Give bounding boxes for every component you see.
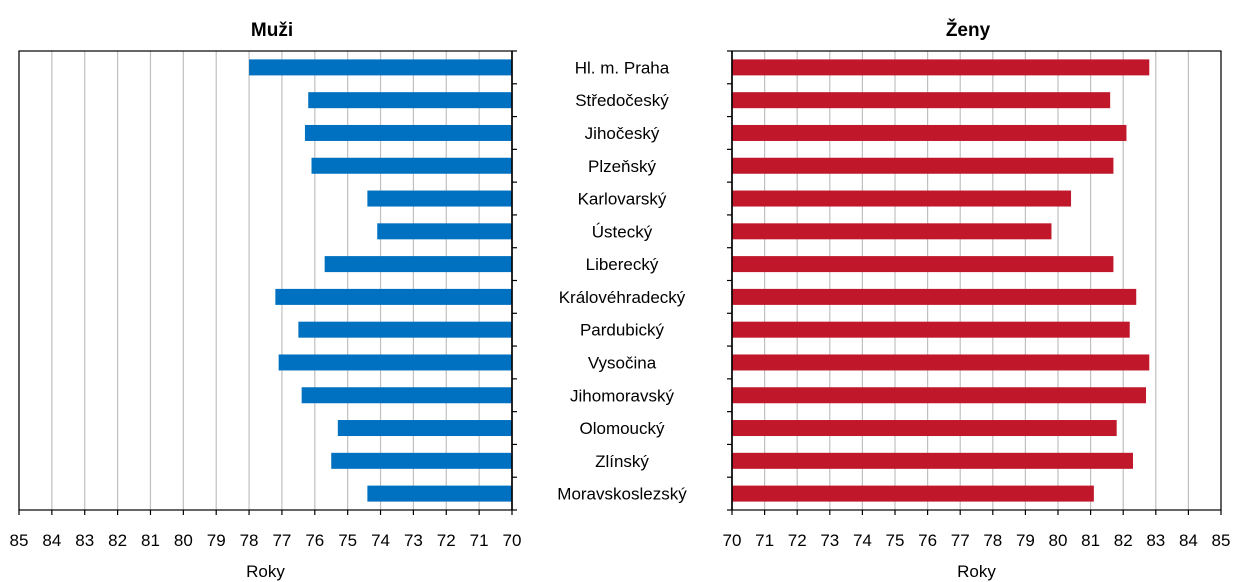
bar [367, 485, 512, 502]
x-tick-label: 71 [470, 531, 489, 550]
bar [732, 452, 1133, 469]
bar [275, 288, 512, 305]
x-tick-label: 79 [207, 531, 226, 550]
bar [732, 124, 1127, 141]
bar [732, 420, 1117, 437]
x-tick-label: 81 [141, 531, 160, 550]
category-label: Jihočeský [585, 124, 660, 143]
x-tick-label: 72 [788, 531, 807, 550]
bar [301, 387, 512, 404]
category-label: Liberecký [586, 255, 659, 274]
x-tick-label: 73 [820, 531, 839, 550]
x-tick-label: 84 [42, 531, 61, 550]
panel-muzi: 70 71 72 73 74 75 76 77 78 79 80 81 82 83 84 85 Muži Roky [10, 20, 522, 581]
category-label: Zlínský [595, 452, 649, 471]
x-tick-label: 78 [240, 531, 259, 550]
x-tick-label: 75 [338, 531, 357, 550]
bar [732, 256, 1114, 273]
bar [278, 354, 512, 371]
x-tick-label: 74 [853, 531, 872, 550]
bar [311, 157, 512, 174]
bar [732, 354, 1150, 371]
x-tick-label: 77 [272, 531, 291, 550]
x-tick-label: 85 [10, 531, 29, 550]
category-label: Středočeský [575, 91, 669, 110]
x-tick-label: 70 [503, 531, 522, 550]
x-tick-label: 82 [108, 531, 127, 550]
x-tick-label: 85 [1212, 531, 1231, 550]
category-label: Pardubický [580, 321, 665, 340]
category-label: Hl. m. Praha [575, 58, 670, 77]
category-label: Jihomoravský [570, 386, 674, 405]
bar [732, 59, 1150, 76]
x-axis-label: Roky [957, 562, 996, 581]
category-label: Olomoucký [579, 419, 665, 438]
x-axis-label: Roky [246, 562, 285, 581]
x-tick-label: 75 [886, 531, 905, 550]
x-tick-label: 83 [75, 531, 94, 550]
bar [337, 420, 512, 437]
bar [367, 190, 512, 207]
bar [377, 223, 512, 240]
bar [732, 157, 1114, 174]
chart-title: Muži [251, 20, 293, 41]
category-label: Plzeňský [588, 157, 657, 176]
bar [732, 485, 1094, 502]
bar [324, 256, 512, 273]
x-tick-label: 81 [1081, 531, 1100, 550]
chart-title: Ženy [946, 19, 991, 41]
x-tick-label: 74 [371, 531, 390, 550]
bar [732, 223, 1052, 240]
x-tick-label: 82 [1114, 531, 1133, 550]
panel-zeny: 70 71 72 73 74 75 76 77 78 79 80 81 82 83 84 85 Ženy Roky [723, 19, 1231, 581]
x-tick-label: 80 [174, 531, 193, 550]
plot-frame [18, 50, 513, 511]
x-tick-label: 84 [1179, 531, 1198, 550]
x-tick-label: 73 [404, 531, 423, 550]
x-tick-label: 70 [723, 531, 742, 550]
category-label: Vysočina [588, 353, 657, 372]
category-label: Karlovarský [578, 190, 667, 209]
x-tick-label: 79 [1016, 531, 1035, 550]
bar [732, 321, 1130, 338]
x-tick-label: 77 [951, 531, 970, 550]
category-label: Ústecký [592, 222, 653, 241]
bar [331, 452, 512, 469]
x-tick-label: 76 [305, 531, 324, 550]
plot-frame [731, 50, 1222, 511]
x-tick-label: 78 [983, 531, 1002, 550]
bar [304, 124, 512, 141]
category-label: Moravskoslezský [557, 485, 687, 504]
bar [249, 59, 513, 76]
bar [732, 387, 1147, 404]
bar [308, 92, 512, 109]
bar [732, 288, 1137, 305]
bar [732, 190, 1072, 207]
x-tick-label: 80 [1049, 531, 1068, 550]
x-tick-label: 71 [755, 531, 774, 550]
x-tick-label: 76 [918, 531, 937, 550]
x-tick-label: 83 [1146, 531, 1165, 550]
category-label: Královéhradecký [559, 288, 686, 307]
x-tick-label: 72 [437, 531, 456, 550]
bar [298, 321, 512, 338]
bar [732, 92, 1111, 109]
